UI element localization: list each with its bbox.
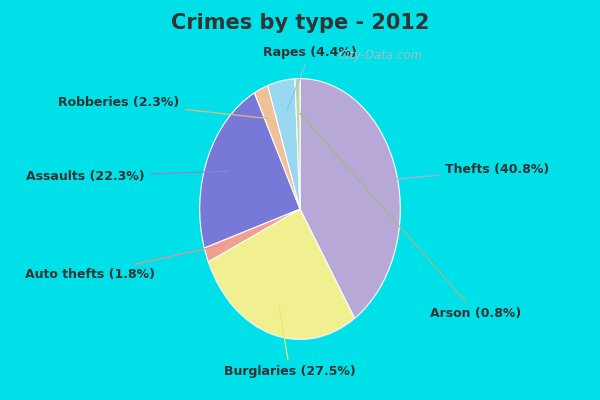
Text: Crimes by type - 2012: Crimes by type - 2012 [171,13,429,33]
Wedge shape [208,209,355,339]
Wedge shape [300,78,400,318]
Text: Assaults (22.3%): Assaults (22.3%) [26,170,228,183]
Text: Burglaries (27.5%): Burglaries (27.5%) [224,306,356,378]
Wedge shape [254,86,300,209]
Text: Rapes (4.4%): Rapes (4.4%) [263,46,357,110]
Text: Arson (0.8%): Arson (0.8%) [300,113,521,320]
Text: Thefts (40.8%): Thefts (40.8%) [375,163,550,181]
Wedge shape [295,78,300,209]
Text: Robberies (2.3%): Robberies (2.3%) [58,96,268,118]
Wedge shape [204,209,300,262]
Text: Auto thefts (1.8%): Auto thefts (1.8%) [25,244,227,281]
Wedge shape [200,93,300,248]
Wedge shape [268,79,300,209]
Text: City-Data.com: City-Data.com [339,49,423,62]
